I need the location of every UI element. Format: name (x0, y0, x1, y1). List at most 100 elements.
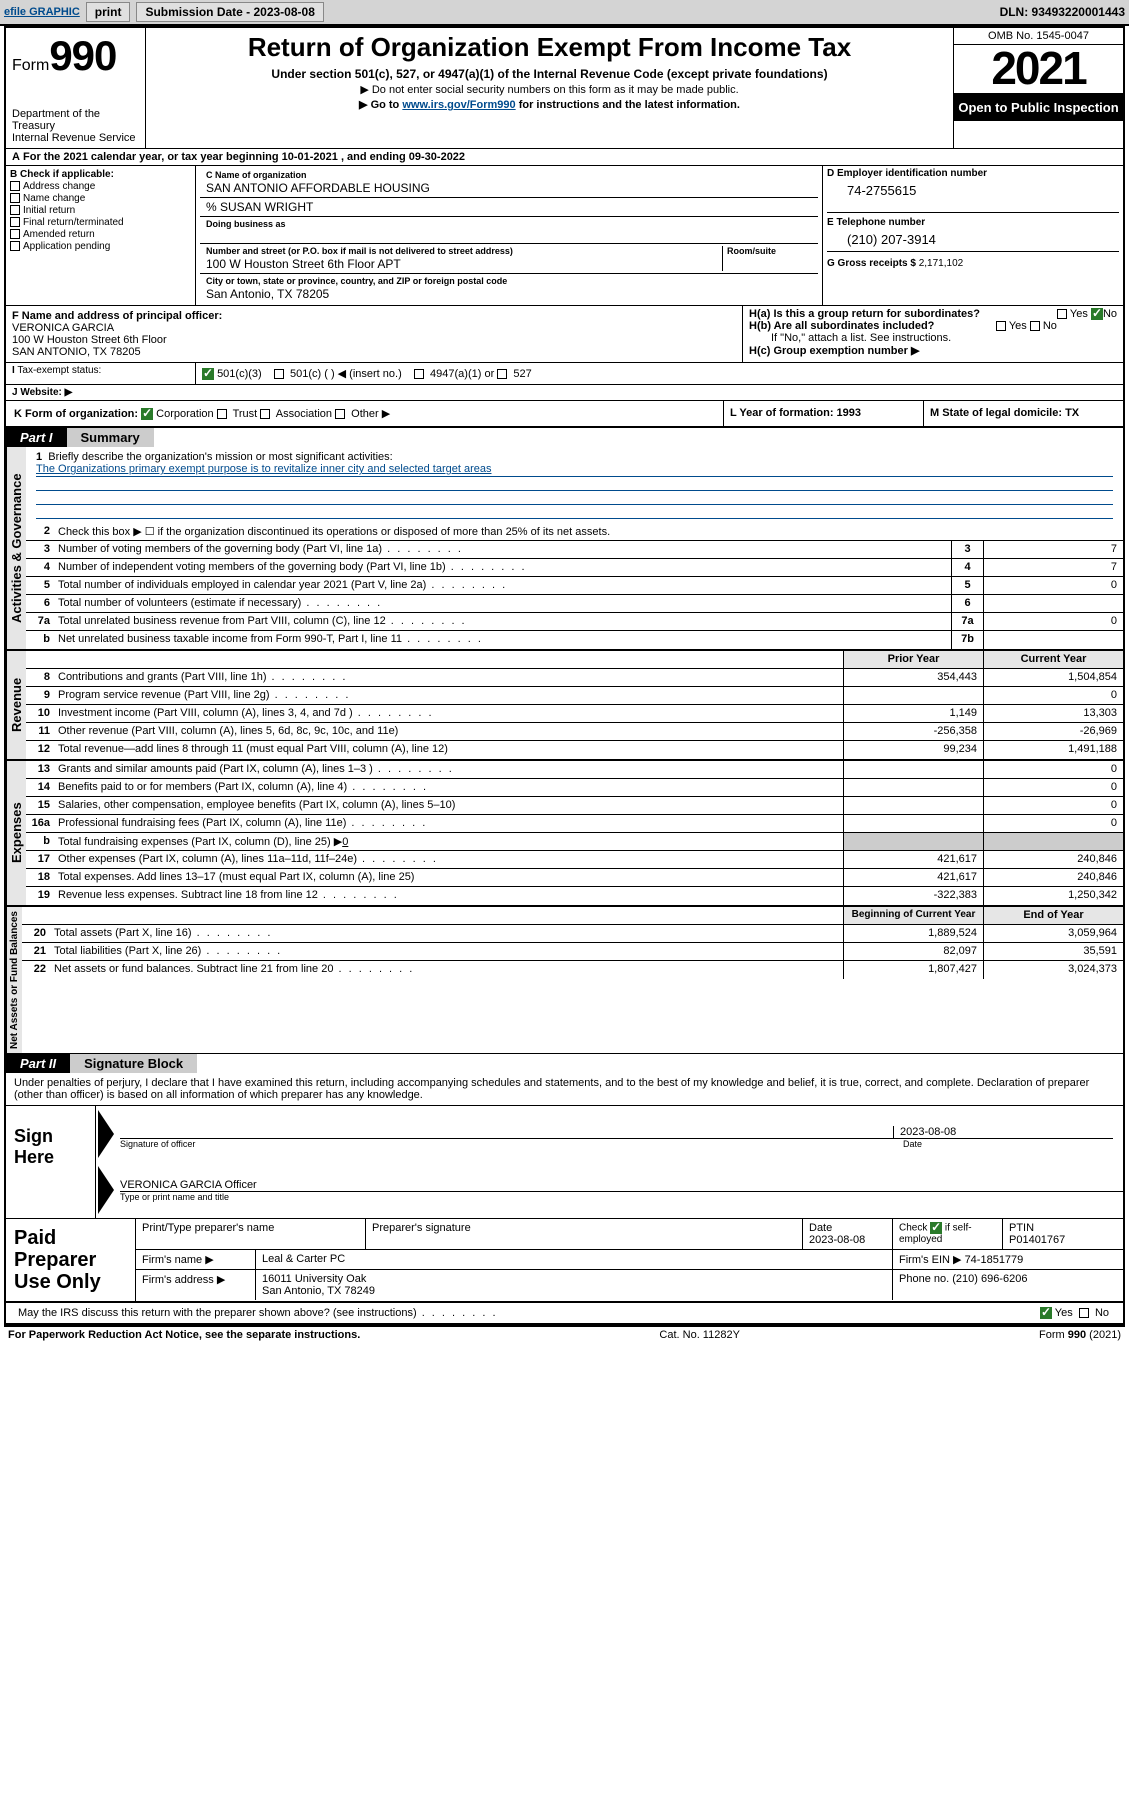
p18: 421,617 (843, 869, 983, 886)
instructions-link[interactable]: www.irs.gov/Form990 (402, 99, 515, 111)
ha-no-checked[interactable] (1091, 308, 1103, 320)
discuss-no[interactable] (1079, 1308, 1089, 1318)
firm-ein: 74-1851779 (965, 1254, 1024, 1266)
j-row: J Website: ▶ (6, 385, 1123, 401)
top-bar: efile GRAPHIC print Submission Date - 20… (0, 0, 1129, 26)
i-opt2: 501(c) ( ) ◀ (insert no.) (290, 368, 402, 380)
l21: Total liabilities (Part X, line 26) (54, 945, 201, 957)
k-corp: Corporation (156, 408, 213, 420)
l14: Benefits paid to or for members (Part IX… (58, 781, 347, 793)
identity-block: B Check if applicable: Address change Na… (6, 166, 1123, 306)
discuss-yes-checked[interactable] (1040, 1307, 1052, 1319)
c12: 1,491,188 (983, 741, 1123, 759)
cat-no: Cat. No. 11282Y (659, 1329, 740, 1341)
b-opt-0: Address change (23, 181, 95, 192)
p15 (843, 797, 983, 814)
l16a: Professional fundraising fees (Part IX, … (58, 817, 346, 829)
hb-no-lbl: No (1043, 320, 1057, 332)
efile-link[interactable]: efile GRAPHIC (4, 6, 80, 18)
sign-arrow2-icon (98, 1166, 114, 1214)
type-name-cap: Type or print name and title (120, 1192, 1123, 1202)
l6: Total number of volunteers (estimate if … (58, 597, 301, 609)
chk-name-change[interactable] (10, 193, 20, 203)
i-row: I Tax-exempt status: 501(c)(3) 501(c) ( … (6, 363, 1123, 385)
hc-label: H(c) Group exemption number ▶ (749, 345, 919, 357)
hb-yes[interactable] (996, 321, 1006, 331)
hb-no[interactable] (1030, 321, 1040, 331)
section-governance: Activities & Governance 1 Briefly descri… (6, 447, 1123, 651)
l3: Number of voting members of the governin… (58, 543, 382, 555)
ptin-cap: PTIN (1009, 1222, 1034, 1234)
l16b-val: 0 (342, 836, 348, 848)
c11: -26,969 (983, 723, 1123, 740)
k-corp-checked[interactable] (141, 408, 153, 420)
ha-yes-lbl: Yes (1070, 308, 1088, 320)
c15: 0 (983, 797, 1123, 814)
c17: 240,846 (983, 851, 1123, 868)
form-year-footer: (2021) (1086, 1329, 1121, 1341)
prep-col-name: Print/Type preparer's name (136, 1219, 366, 1249)
ein-value: 74-2755615 (847, 183, 1119, 198)
form-num: 990 (49, 32, 116, 79)
i-501c3-checked[interactable] (202, 368, 214, 380)
print-button[interactable]: print (86, 2, 131, 22)
addr-cap: Number and street (or P.O. box if mail i… (206, 246, 513, 256)
form-header: Form990 Department of the Treasury Inter… (6, 28, 1123, 149)
p16b-grey (843, 833, 983, 850)
self-emp-checked[interactable] (930, 1222, 942, 1234)
i-4947[interactable] (414, 369, 424, 379)
hdr-end: End of Year (983, 907, 1123, 924)
taxyear-text: For the 2021 calendar year, or tax year … (23, 151, 465, 163)
p9 (843, 687, 983, 704)
part2-header: Part II Signature Block (6, 1054, 1123, 1073)
prep-self-emp: Check (899, 1223, 930, 1234)
p20: 1,889,524 (843, 925, 983, 942)
form-word: Form (12, 57, 49, 74)
hb-yes-lbl: Yes (1009, 320, 1027, 332)
part1-title: Summary (67, 428, 154, 447)
klm-row: K Form of organization: Corporation Trus… (6, 401, 1123, 428)
k-other[interactable] (335, 409, 345, 419)
c13: 0 (983, 761, 1123, 778)
p12: 99,234 (843, 741, 983, 759)
sign-here-block: Sign Here 2023-08-08 Signature of office… (6, 1106, 1123, 1219)
col-d-right: D Employer identification number74-27556… (823, 166, 1123, 305)
c10: 13,303 (983, 705, 1123, 722)
i-opt3: 4947(a)(1) or (430, 368, 494, 380)
i-501c[interactable] (274, 369, 284, 379)
prep-col-sig: Preparer's signature (366, 1219, 803, 1249)
c16a: 0 (983, 815, 1123, 832)
k-trust[interactable] (217, 409, 227, 419)
discuss-yes-lbl: Yes (1055, 1307, 1073, 1319)
k-assoc[interactable] (260, 409, 270, 419)
ha-yes[interactable] (1057, 309, 1067, 319)
officer-printed: VERONICA GARCIA Officer (120, 1179, 1123, 1192)
k-trust-lbl: Trust (233, 408, 258, 420)
phone-value: (210) 207-3914 (847, 232, 1119, 247)
v6 (983, 595, 1123, 612)
l19: Revenue less expenses. Subtract line 18 … (58, 889, 318, 901)
phone-cap: E Telephone number (827, 217, 925, 228)
ha-no-lbl: No (1103, 308, 1117, 320)
l18: Total expenses. Add lines 13–17 (must eq… (58, 871, 414, 883)
care-of: % SUSAN WRIGHT (206, 200, 313, 214)
city-cap: City or town, state or province, country… (206, 276, 507, 286)
b-opt-4: Amended return (23, 229, 95, 240)
chk-amended[interactable] (10, 229, 20, 239)
firm-name-lbl: Firm's name ▶ (136, 1250, 256, 1269)
c21: 35,591 (983, 943, 1123, 960)
k-other-lbl: Other ▶ (351, 408, 390, 420)
chk-final-return[interactable] (10, 217, 20, 227)
i-527[interactable] (497, 369, 507, 379)
part2-num: Part II (6, 1054, 70, 1073)
c8: 1,504,854 (983, 669, 1123, 686)
chk-app-pending[interactable] (10, 241, 20, 251)
chk-address-change[interactable] (10, 181, 20, 191)
chk-initial-return[interactable] (10, 205, 20, 215)
c20: 3,059,964 (983, 925, 1123, 942)
l20: Total assets (Part X, line 16) (54, 927, 192, 939)
part1-num: Part I (6, 428, 67, 447)
paperwork-notice: For Paperwork Reduction Act Notice, see … (8, 1329, 360, 1341)
c22: 3,024,373 (983, 961, 1123, 979)
officer-name: VERONICA GARCIA (12, 322, 114, 334)
